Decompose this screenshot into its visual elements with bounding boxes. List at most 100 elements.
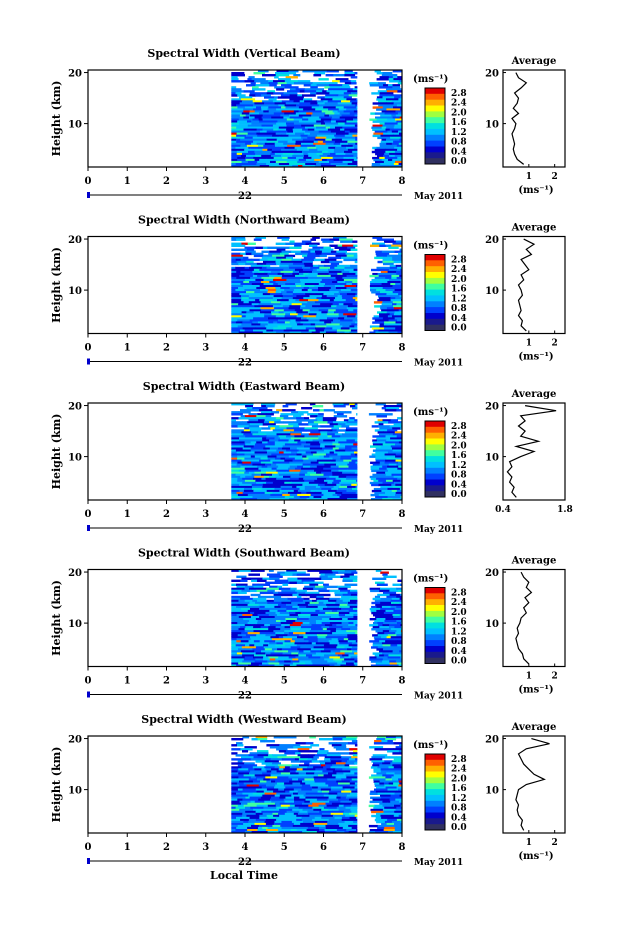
heatmap-cell: [348, 831, 358, 834]
heatmap-cell: [253, 445, 266, 448]
heatmap-cell: [379, 244, 387, 247]
heatmap-cell: [236, 583, 248, 586]
heatmap-cell: [335, 439, 347, 442]
heatmap-cell: [327, 820, 333, 824]
heatmap-cell: [284, 80, 291, 83]
heatmap-cell: [340, 293, 348, 296]
heatmap-cell: [347, 591, 358, 595]
heatmap-cell: [383, 790, 397, 793]
heatmap-cell: [251, 78, 266, 81]
heatmap-cell: [350, 808, 358, 812]
heatmap-cell: [269, 84, 277, 87]
heatmap-cell: [344, 285, 357, 288]
heatmap-cell: [301, 818, 313, 822]
heatmap-cell: [270, 427, 276, 430]
heatmap-cell: [351, 642, 358, 645]
heatmap-cell: [288, 776, 297, 779]
heatmap-cell: [396, 120, 403, 123]
heatmap-cell: [245, 114, 251, 117]
heatmap-cell: [324, 445, 336, 448]
heatmap-cell: [375, 116, 381, 119]
heatmap-cell: [284, 630, 298, 633]
heatmap-cell: [273, 295, 284, 298]
heatmap-cell: [301, 258, 315, 262]
colorbar-tick-label: 0.0: [451, 157, 467, 167]
heatmap-cell: [316, 120, 325, 123]
heatmap-cell: [271, 419, 281, 422]
heatmap-cell: [265, 463, 272, 466]
heatmap-cell: [253, 756, 265, 759]
heatmap-cell: [316, 595, 324, 599]
heatmap-cell: [379, 313, 391, 316]
heatmap-cell: [349, 270, 358, 274]
heatmap-cell: [243, 782, 257, 785]
heatmap-cell: [315, 70, 328, 73]
heatmap-cell: [336, 628, 342, 631]
heatmap-cell: [266, 758, 271, 761]
heatmap-cell: [231, 485, 243, 489]
heatmap-cell: [291, 652, 299, 655]
heatmap-cell: [392, 84, 401, 87]
heatmap-cell: [347, 305, 358, 308]
heatmap-cell: [240, 818, 250, 822]
heatmap-cell: [281, 250, 292, 253]
heatmap-cell: [269, 642, 277, 645]
heatmap-cell: [273, 80, 286, 83]
heatmap-cell: [290, 626, 302, 629]
heatmap-cell: [346, 630, 353, 633]
heatmap-cell: [281, 826, 296, 830]
heatmap-cell: [344, 569, 357, 572]
heatmap-cell: [334, 112, 341, 115]
heatmap-cell: [394, 796, 400, 799]
heatmap-cell: [386, 90, 398, 93]
heatmap-cell: [341, 138, 356, 142]
colorbar-segment: [425, 651, 445, 659]
heatmap-cell: [324, 658, 334, 661]
heatmap-cell: [286, 603, 299, 607]
heatmap-cell: [241, 459, 254, 462]
heatmap-cell: [236, 152, 243, 156]
heatmap-cell: [339, 481, 353, 485]
heatmap-cell: [237, 744, 244, 747]
heatmap-cell: [270, 772, 282, 775]
heatmap-cell: [380, 587, 392, 591]
heatmap-cell: [272, 429, 284, 432]
heatmap-cell: [273, 591, 279, 595]
heatmap-cell: [348, 256, 358, 260]
heatmap-cell: [376, 605, 383, 609]
heatmap-cell: [305, 327, 316, 330]
heatmap-cell: [238, 648, 245, 651]
heatmap-cell: [295, 589, 307, 593]
heatmap-cell: [301, 240, 312, 243]
heatmap-cell: [348, 609, 358, 613]
heatmap-cell: [240, 409, 255, 412]
heatmap-cell: [231, 579, 241, 582]
heatmap-cell: [236, 614, 243, 617]
heatmap-cell: [385, 786, 398, 789]
heatmap-cell: [338, 611, 350, 615]
heatmap-cell: [306, 652, 317, 655]
heatmap-cell: [334, 266, 345, 270]
heatmap-cell: [309, 630, 320, 633]
heatmap-cell: [250, 589, 257, 593]
heatmap-cell: [382, 624, 390, 627]
heatmap-cell: [254, 611, 266, 615]
heatmap-cell: [284, 146, 296, 150]
heatmap-cell: [236, 782, 245, 785]
heatmap-cell: [241, 309, 250, 312]
heatmap-cell: [377, 84, 384, 87]
profile-x-tick-label: 1: [526, 672, 532, 682]
heatmap-cell: [380, 601, 392, 605]
heatmap-cell: [343, 156, 358, 160]
heatmap-cell: [235, 829, 242, 832]
heatmap-cell: [388, 782, 394, 785]
heatmap-cell: [247, 829, 258, 832]
heatmap-cell: [292, 138, 304, 142]
heatmap-cell: [289, 321, 297, 324]
heatmap-cell: [376, 146, 385, 150]
heatmap-cell: [375, 252, 390, 256]
heatmap-cell: [231, 802, 242, 806]
heatmap-cell: [326, 295, 339, 298]
heatmap-cell: [353, 616, 358, 619]
heatmap-cell: [383, 278, 390, 282]
